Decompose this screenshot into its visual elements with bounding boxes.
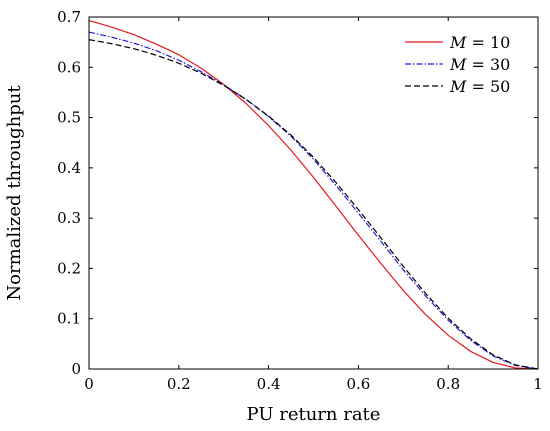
- series-line-3: [88, 39, 539, 370]
- series-line-2: [88, 31, 539, 370]
- legend-var: M: [449, 55, 467, 74]
- x-tick-label: 0.4: [257, 375, 281, 393]
- y-tick-label: 0.7: [57, 8, 81, 26]
- y-tick-label: 0.2: [57, 259, 81, 277]
- y-tick-label: 0.5: [57, 109, 81, 127]
- y-tick-label: 0.4: [57, 159, 81, 177]
- plot-frame: [88, 16, 539, 370]
- x-tick-label: 0: [84, 375, 94, 393]
- legend-var: M: [449, 33, 467, 52]
- legend-frame: [398, 25, 532, 107]
- legend: M = 10M = 30M = 50: [398, 25, 532, 107]
- y-tick-label: 0.6: [57, 58, 81, 76]
- legend-eq: = 10: [466, 33, 510, 52]
- legend-label-3: M = 50: [449, 77, 510, 96]
- series-layer: [88, 19, 539, 370]
- y-tick-label: 0.1: [57, 310, 81, 328]
- legend-eq: = 50: [466, 77, 510, 96]
- x-axis-label: PU return rate: [247, 404, 381, 425]
- y-tick-label: 0.3: [57, 209, 81, 227]
- series-line-1: [88, 19, 539, 370]
- x-tick-label: 0.2: [167, 375, 191, 393]
- x-tick-label: 0.6: [346, 375, 370, 393]
- legend-var: M: [449, 77, 467, 96]
- legend-items: M = 10M = 30M = 50: [405, 33, 510, 96]
- x-tick-label: 0.8: [436, 375, 460, 393]
- legend-label-2: M = 30: [449, 55, 510, 74]
- x-tick-label: 1: [533, 375, 543, 393]
- legend-label-1: M = 10: [449, 33, 510, 52]
- y-axis-label: Normalized throughput: [4, 85, 25, 301]
- legend-eq: = 30: [466, 55, 510, 74]
- tick-layer: 0 0.2 0.4 0.6 0.8 1 0 0.1 0.2 0.3 0.4 0.5 0.6 0.7: [57, 8, 543, 393]
- y-tick-label: 0: [71, 360, 81, 378]
